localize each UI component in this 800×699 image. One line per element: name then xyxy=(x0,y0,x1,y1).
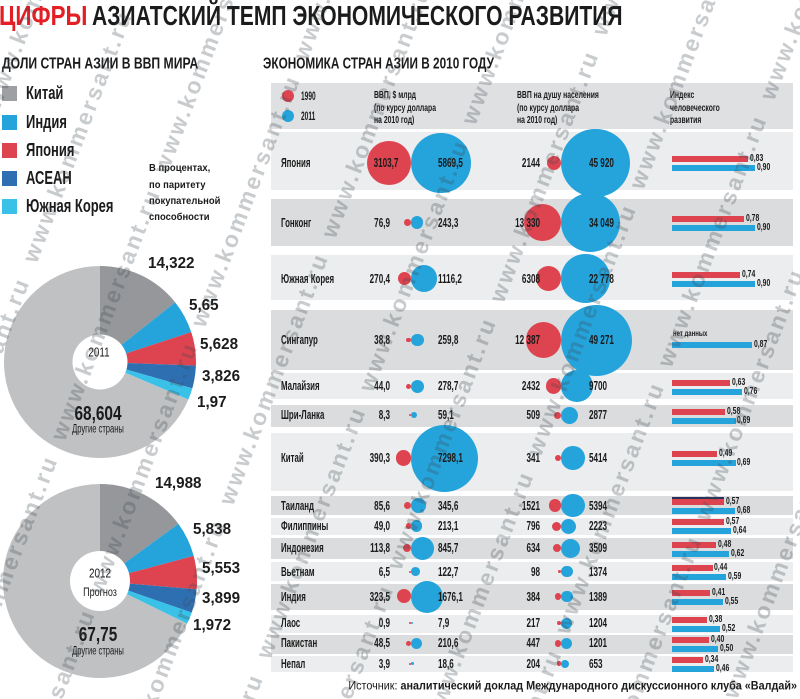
svg-text:www.kommersant.ru: www.kommersant.ru xyxy=(549,378,670,638)
svg-text:www.kommersant.ru: www.kommersant.ru xyxy=(82,338,203,598)
svg-text:www.kommersant.ru: www.kommersant.ru xyxy=(483,46,604,306)
svg-text:www.kommersant.ru: www.kommersant.ru xyxy=(250,402,371,662)
svg-text:www.kommersant.ru: www.kommersant.ru xyxy=(623,0,744,193)
svg-text:www.kommersant.ru: www.kommersant.ru xyxy=(521,200,642,460)
svg-text:www.kommersant.ru: www.kommersant.ru xyxy=(17,6,138,266)
svg-text:www.kommersant.ru: www.kommersant.ru xyxy=(45,184,166,444)
svg-text:www.kommersant.ru: www.kommersant.ru xyxy=(353,135,474,395)
svg-text:www.kommersant.ru: www.kommersant.ru xyxy=(213,249,334,509)
svg-text:www.kommersant.ru: www.kommersant.ru xyxy=(689,264,800,524)
svg-text:www.kommersant.ru: www.kommersant.ru xyxy=(651,111,772,371)
svg-text:www.kommersant.ru: www.kommersant.ru xyxy=(110,516,231,699)
svg-text:www.kommersant.ru: www.kommersant.ru xyxy=(381,313,502,573)
svg-text:www.kommersant.ru: www.kommersant.ru xyxy=(418,467,539,699)
svg-text:www.kommersant.ru: www.kommersant.ru xyxy=(754,0,800,104)
svg-text:www.kommersant.ru: www.kommersant.ru xyxy=(0,605,100,699)
svg-text:www.kommersant.ru: www.kommersant.ru xyxy=(185,71,306,331)
svg-text:www.kommersant.ru: www.kommersant.ru xyxy=(315,0,436,242)
